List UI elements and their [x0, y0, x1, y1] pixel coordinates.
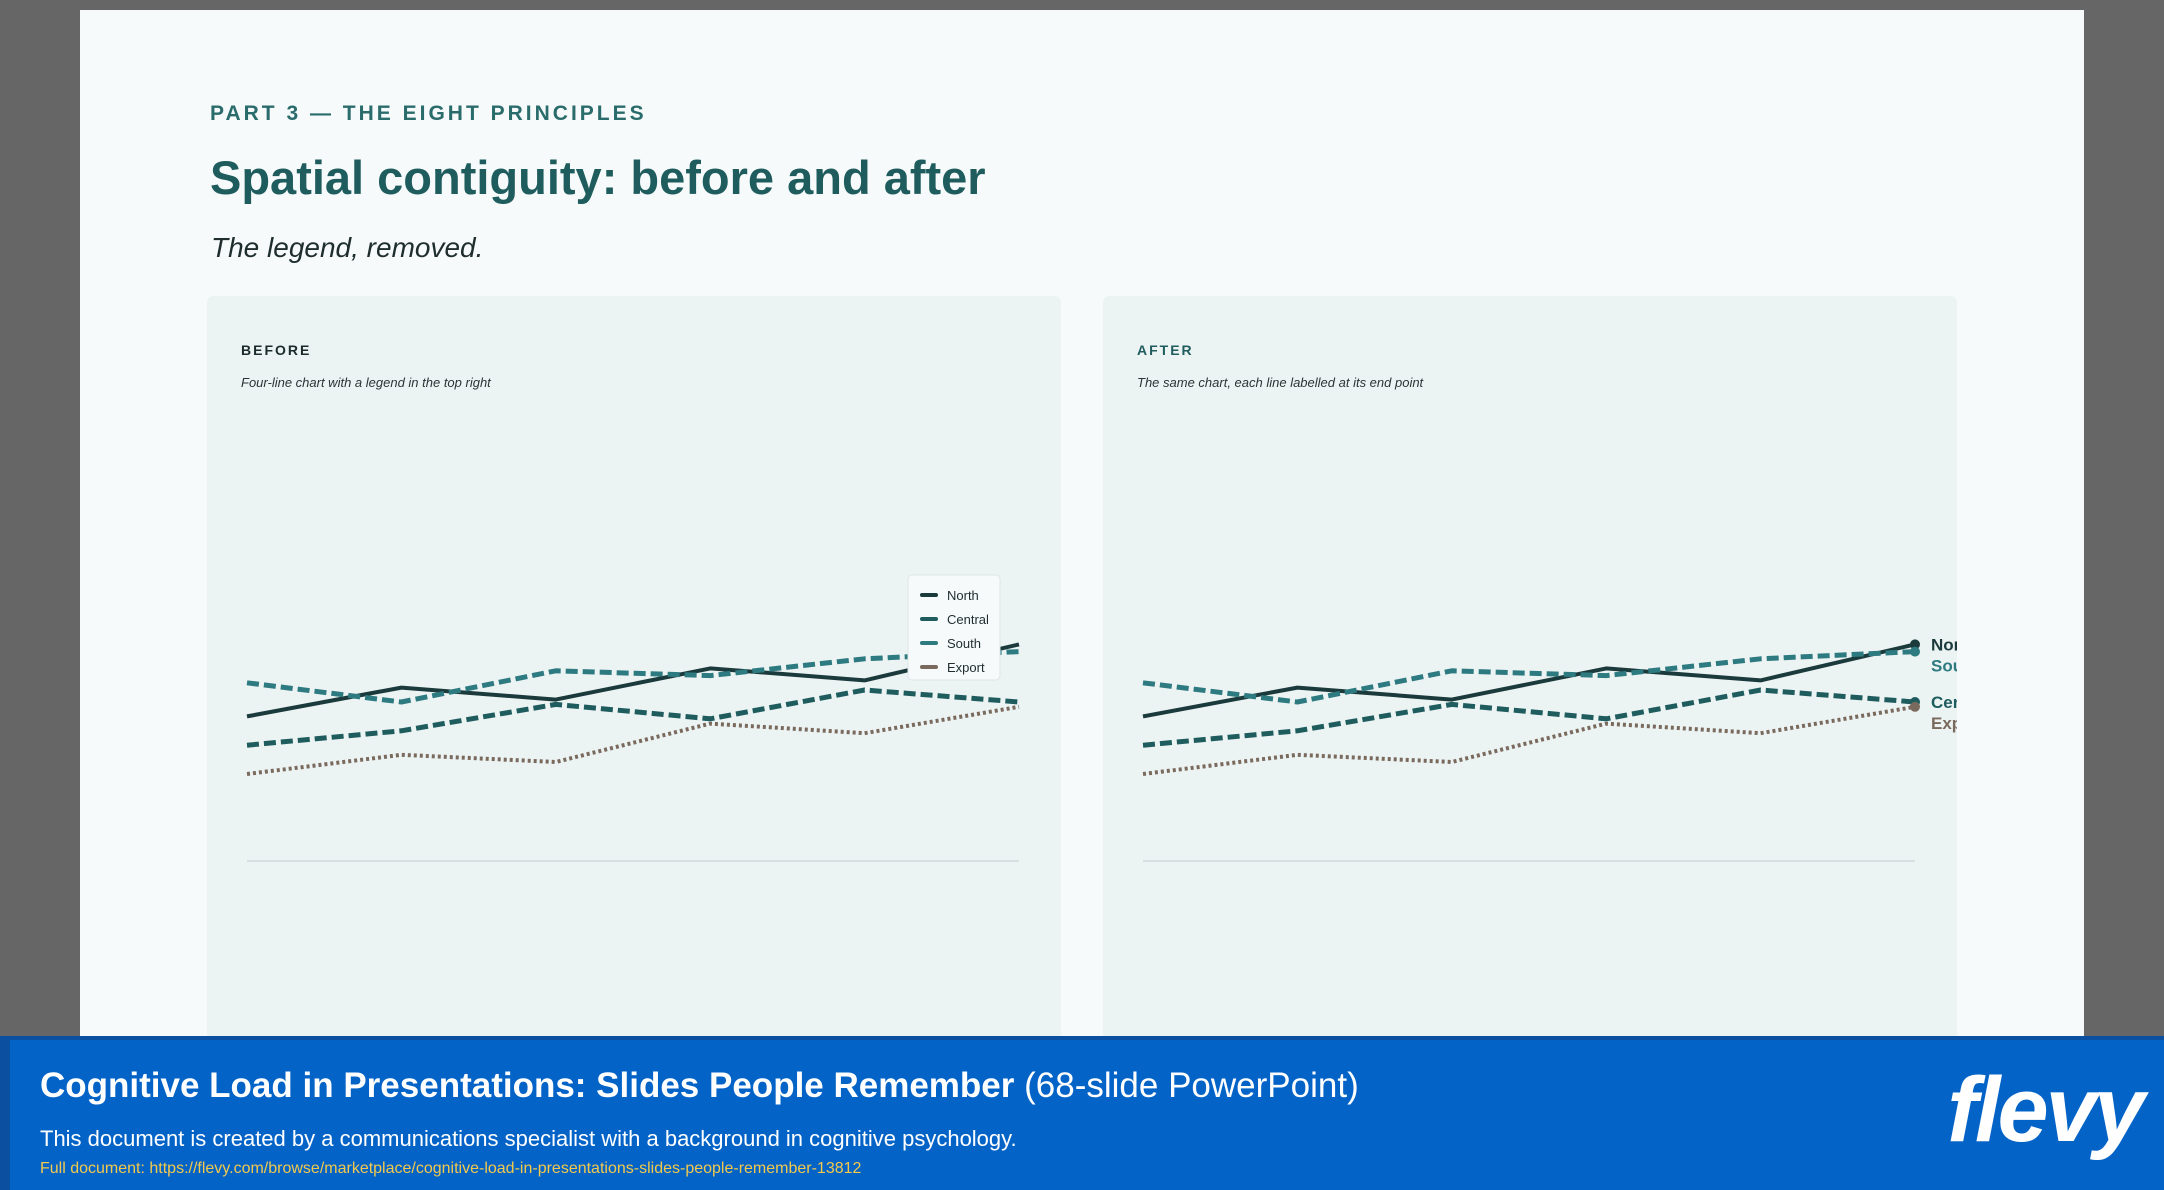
after-line-export: [1142, 704, 1916, 776]
document-title-main: Cognitive Load in Presentations: Slides …: [40, 1066, 1015, 1105]
after-label: AFTER: [1137, 342, 1194, 358]
after-endpoint-export: [1910, 701, 1920, 712]
after-end-label-south: South: [1931, 656, 1957, 675]
after-end-label-export: Export: [1931, 714, 1957, 733]
before-legend-label-north: North: [947, 588, 979, 603]
after-endpoint-north: [1910, 639, 1920, 650]
flevy-logo[interactable]: flevy: [1947, 1059, 2145, 1161]
before-legend-label-export: Export: [947, 660, 985, 675]
before-line-central: [246, 687, 1020, 748]
before-legend-label-south: South: [947, 636, 981, 651]
slide-subtitle: The legend, removed.: [211, 232, 484, 263]
slide-title: Spatial contiguity: before and after: [210, 151, 986, 204]
before-line-south: [246, 649, 1020, 705]
before-caption: Four-line chart with a legend in the top…: [241, 375, 491, 390]
document-link[interactable]: Full document: https://flevy.com/browse/…: [40, 1160, 862, 1177]
after-line-north: [1142, 642, 1916, 719]
after-line-central: [1142, 687, 1916, 748]
before-chart: North Central South Export: [246, 574, 1020, 862]
before-label: BEFORE: [241, 342, 312, 358]
before-legend: [907, 574, 1001, 681]
after-line-south: [1142, 649, 1916, 705]
after-endpoint-south: [1910, 646, 1920, 657]
slide: PART 3 — THE EIGHT PRINCIPLES Spatial co…: [80, 10, 2084, 1056]
after-end-label-north: North: [1931, 635, 1957, 654]
before-legend-label-central: Central: [947, 612, 989, 627]
section-kicker: PART 3 — THE EIGHT PRINCIPLES: [210, 102, 647, 125]
document-description: This document is created by a communicat…: [40, 1126, 1017, 1151]
after-chart: North South Central Export: [1142, 635, 1957, 862]
document-title-format: (68-slide PowerPoint): [1024, 1066, 1359, 1105]
before-panel: BEFORE Four-line chart with a legend in …: [207, 296, 1061, 1056]
after-end-label-central: Central: [1931, 693, 1957, 712]
before-line-north: [246, 642, 1020, 719]
document-title: Cognitive Load in Presentations: Slides …: [40, 1066, 1359, 1106]
after-caption: The same chart, each line labelled at it…: [1137, 375, 1424, 390]
banner-edge: [0, 1040, 10, 1190]
after-panel: AFTER The same chart, each line labelled…: [1103, 296, 1957, 1056]
before-line-export: [246, 704, 1020, 776]
document-banner: Cognitive Load in Presentations: Slides …: [0, 1036, 2164, 1190]
